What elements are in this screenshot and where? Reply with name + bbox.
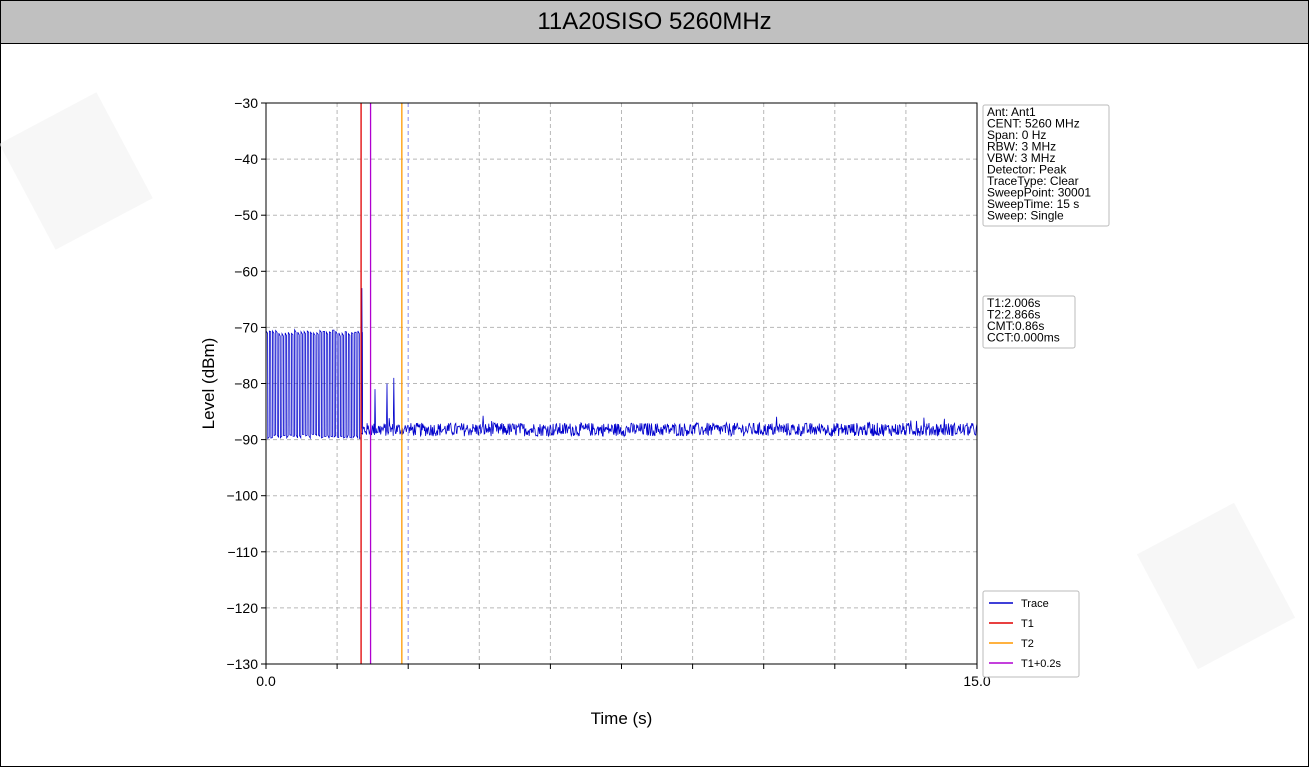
y-tick-label: −110: [228, 544, 259, 560]
info-line: Ant: Ant1: [987, 105, 1036, 119]
y-tick-label: −100: [226, 488, 258, 504]
y-tick-label: −40: [234, 151, 258, 167]
chart-title-bar: 11A20SISO 5260MHz: [1, 1, 1308, 44]
info-line: CENT: 5260 MHz: [987, 117, 1080, 131]
info-line: Detector: Peak: [987, 163, 1067, 177]
x-axis-label: Time (s): [591, 709, 653, 728]
level-vs-time-chart: −30 −40 −50 −60 −70 −80 −90 −100 −110 −120 −130 0.…: [199, 95, 1110, 728]
legend-label: T1+0.2s: [1021, 658, 1062, 670]
legend-frame: [982, 590, 1080, 678]
grid: [265, 102, 978, 665]
y-axis-label: Level (dBm): [199, 338, 218, 430]
trace-line: [265, 288, 978, 440]
y-tick-label: −30: [234, 95, 258, 111]
chart-title: 11A20SISO 5260MHz: [537, 8, 772, 35]
info-box-frame: [982, 104, 1110, 227]
info-line: TraceType: Clear: [987, 174, 1079, 188]
info-line: RBW: 3 MHz: [987, 140, 1056, 154]
info-box-frame: [982, 295, 1076, 349]
trace-layer: [265, 288, 978, 440]
y-tick-label: −130: [226, 656, 258, 672]
y-tick-label: −80: [234, 376, 258, 392]
y-tick-label: −60: [234, 263, 258, 279]
legend: Trace T1 T2 T1+0.2s: [982, 590, 1080, 678]
info-line: T1:2.006s: [987, 296, 1040, 310]
info-line: VBW: 3 MHz: [987, 151, 1055, 165]
info-line: CMT:0.86s: [987, 319, 1044, 333]
info-line: Sweep: Single: [987, 209, 1064, 223]
y-tick-label: −90: [234, 432, 258, 448]
info-line: T2:2.866s: [987, 308, 1040, 322]
info-line: CCT:0.000ms: [987, 331, 1060, 345]
info-line: SweepPoint: 30001: [987, 186, 1091, 200]
y-axis: −30 −40 −50 −60 −70 −80 −90 −100 −110 −120 −130: [226, 95, 266, 672]
info-line: Span: 0 Hz: [987, 128, 1046, 142]
legend-label: T1: [1021, 618, 1034, 630]
y-tick-label: −70: [234, 319, 258, 335]
info-line: SweepTime: 15 s: [987, 197, 1079, 211]
legend-label: T2: [1021, 638, 1034, 650]
legend-label: Trace: [1021, 598, 1049, 610]
x-axis: 0.0 15.0: [256, 664, 991, 689]
marker-layer: [360, 103, 409, 664]
y-tick-label: −50: [234, 207, 258, 223]
y-tick-label: −120: [226, 600, 258, 616]
x-tick-label: 0.0: [256, 673, 276, 689]
